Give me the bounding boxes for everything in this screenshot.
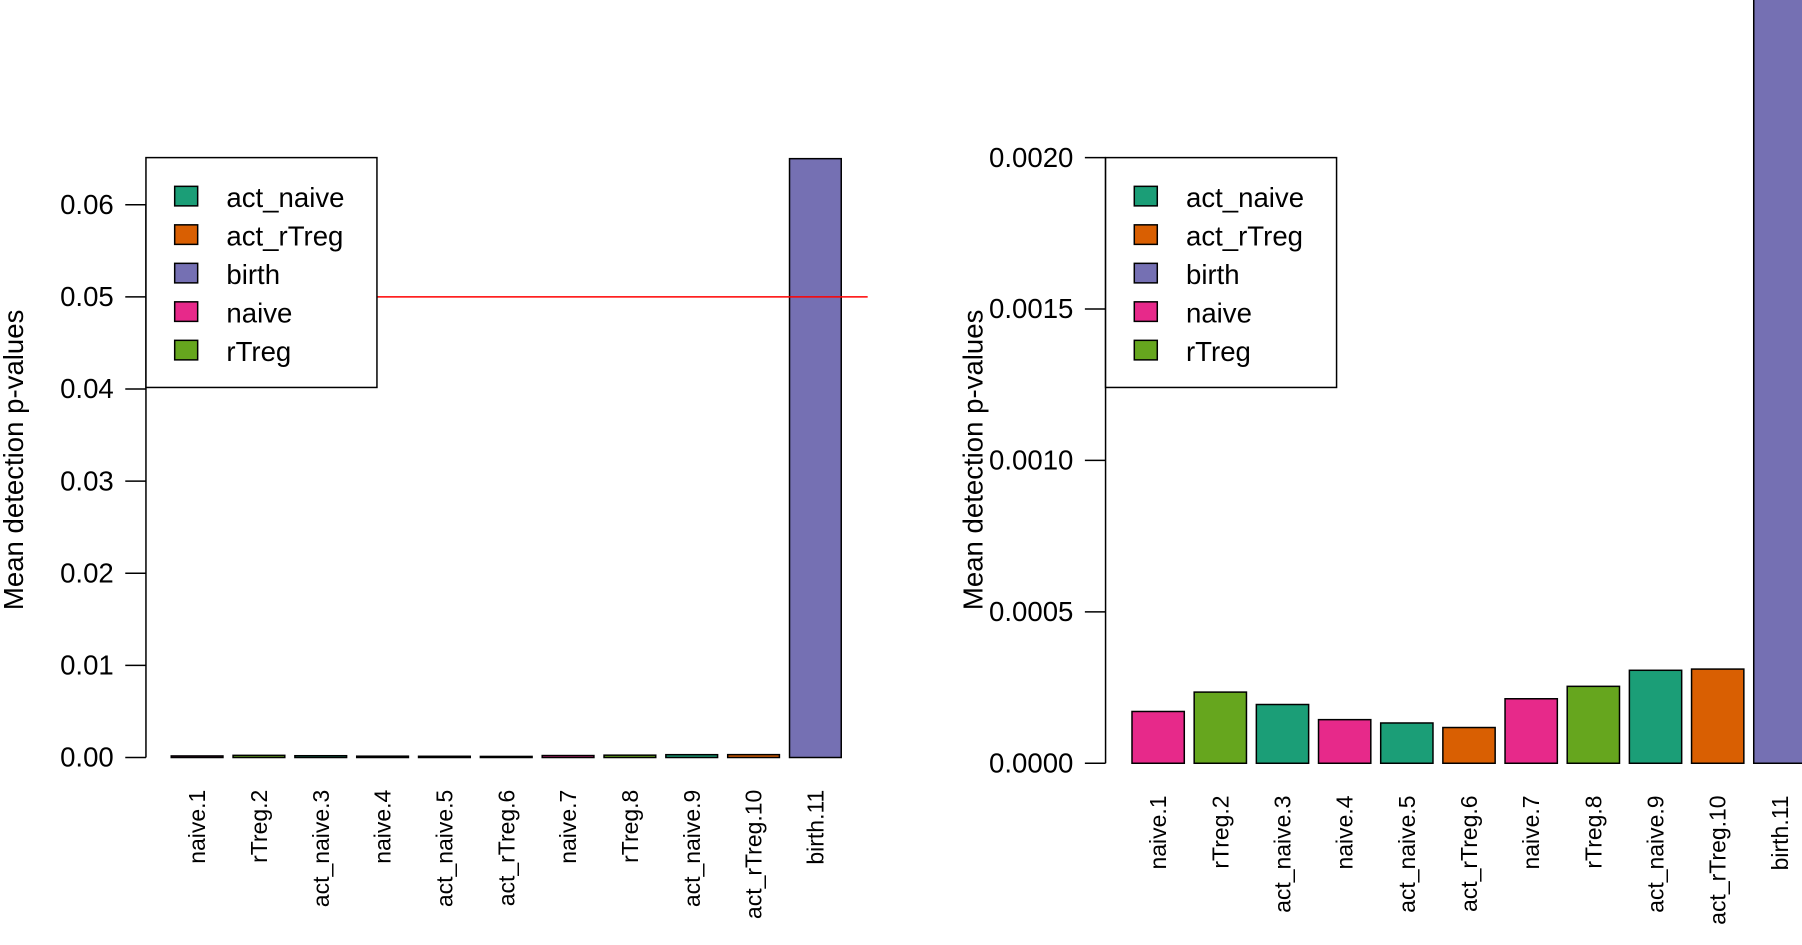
x-tick-label: naive.4 [1332,795,1358,869]
x-tick-label: rTreg.2 [1207,795,1233,868]
bar-act_naive.5 [417,755,472,759]
x-tick-label: naive.7 [1518,795,1544,869]
y-tick-label: 0.06 [60,189,114,220]
x-tick-label: act_naive.5 [1394,795,1420,912]
legend-label: birth [1186,259,1240,290]
x-tick-label: act_naive.3 [1270,795,1296,912]
legend-label: act_rTreg [226,221,343,252]
legend-label: naive [226,298,292,329]
y-tick-label: 0.0015 [989,293,1073,324]
y-tick-label: 0.0020 [989,142,1073,173]
y-axis-label: Mean detection p-values [958,310,989,610]
chart-panel-1: naive.1 rTreg.2 act_naive.3 naive.4 act_naiv… [0,156,868,919]
bar-birth.11 [788,157,842,759]
x-tick-label: naive.1 [184,790,210,864]
legend-swatch-act_rTreg [173,224,199,246]
x-tick-label: act_naive.9 [1643,795,1669,912]
legend-label: act_rTreg [1186,221,1303,252]
y-tick-label: 0.04 [60,373,114,404]
bar-act_naive.9 [665,753,719,759]
bar-birth.11 [1752,0,1802,765]
x-tick-label: act_naive.5 [431,790,457,907]
x-tick-label: rTreg.2 [246,790,272,863]
bar-naive.4 [1317,718,1372,765]
legend-swatch-rTreg [1133,339,1159,361]
y-tick-label: 0.02 [60,557,114,588]
legend-label: act_naive [1186,182,1304,213]
x-tick-label: act_naive.3 [308,790,334,907]
legend-label: rTreg [226,336,291,367]
x-tick-label: act_rTreg.6 [1456,795,1482,912]
legend-label: naive [1186,298,1252,329]
legend-swatch-birth [173,262,199,284]
x-tick-label: birth.11 [802,790,828,865]
legend-swatch-naive [173,301,199,323]
bar-naive.4 [355,755,410,759]
bar-act_rTreg.6 [1442,726,1496,765]
legend-swatch-naive [1133,301,1159,323]
x-tick-label: birth.11 [1767,795,1793,870]
bar-naive.7 [541,754,595,759]
y-tick-label: 0.01 [60,650,114,681]
legend-label: birth [226,259,280,290]
bar-naive.7 [1504,698,1559,765]
legend-swatch-act_rTreg [1133,224,1159,246]
legend-label: rTreg [1186,336,1251,367]
x-tick-label: act_rTreg.10 [1705,795,1731,924]
x-tick-label: act_rTreg.6 [493,790,519,907]
bar-act_naive.9 [1628,669,1683,765]
chart-panel-2: naive.1 rTreg.2 act_naive.3 naive.4 act_naiv… [958,0,1802,925]
bar-rTreg.8 [603,754,657,759]
legend-swatch-act_naive [1133,185,1159,207]
x-tick-label: act_naive.9 [679,790,705,907]
legend-swatch-act_naive [173,185,199,207]
bar-rTreg.8 [1566,685,1621,765]
y-tick-label: 0.00 [60,742,114,773]
bar-act_rTreg.10 [726,753,781,759]
bar-naive.1 [1131,710,1186,765]
y-axis-label: Mean detection p-values [0,310,29,610]
x-tick-label: rTreg.8 [617,790,643,863]
y-tick-label: 0.0010 [989,445,1073,476]
x-tick-label: rTreg.8 [1580,795,1606,868]
legend-swatch-rTreg [173,339,199,361]
y-tick-label: 0.03 [60,465,114,496]
y-tick-label: 0.05 [60,281,114,312]
bar-act_rTreg.10 [1690,668,1745,765]
x-tick-label: naive.7 [555,790,581,864]
y-tick-label: 0.0000 [989,747,1073,778]
bar-act_naive.5 [1379,722,1434,765]
bar-rTreg.2 [232,754,286,759]
bar-act_naive.3 [1255,703,1310,765]
bar-act_naive.3 [294,754,348,759]
y-tick-label: 0.0005 [989,596,1073,627]
bar-act_rTreg.6 [479,755,533,759]
x-tick-label: naive.1 [1145,795,1171,869]
x-tick-label: act_rTreg.10 [741,790,767,919]
bar-naive.1 [170,755,224,759]
x-tick-label: naive.4 [370,789,396,863]
legend-label: act_naive [226,182,344,213]
legend-swatch-birth [1133,262,1159,284]
bar-rTreg.2 [1193,691,1248,765]
